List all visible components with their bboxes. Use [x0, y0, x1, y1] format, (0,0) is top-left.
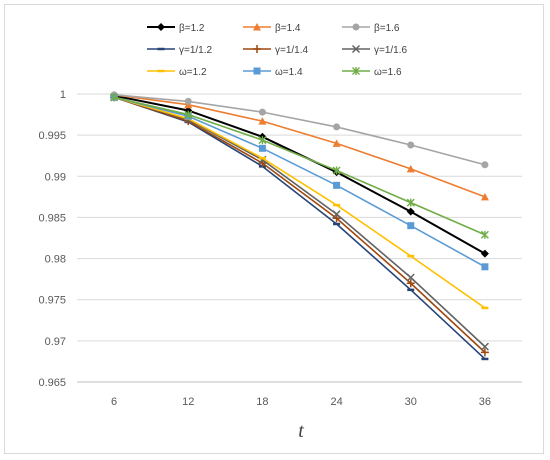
series-4 [110, 96, 489, 361]
chart-frame [4, 4, 544, 454]
legend-entry: γ=1/1.2 [147, 45, 213, 56]
y-tick-label: 0.99 [45, 171, 66, 183]
data-point [253, 45, 261, 53]
grid-lines [77, 93, 522, 383]
legend: β=1.2 β=1.4 β=1.6 γ=1/1.2 γ=1/1.4 γ=1/1.6 ω=1.… [147, 23, 408, 78]
data-point [407, 141, 415, 149]
data-point [332, 166, 341, 175]
series-2 [110, 90, 489, 201]
series-3 [110, 91, 489, 169]
y-tick-label: 0.985 [38, 212, 66, 224]
legend-entry: ω=1.2 [147, 67, 207, 78]
x-axis-label: t [298, 420, 304, 442]
y-tick-label: 0.98 [45, 254, 66, 266]
series-line [113, 94, 486, 198]
legend-entry: ω=1.6 [342, 67, 402, 78]
data-point [332, 139, 341, 147]
legend-label: γ=1/1.4 [275, 45, 309, 56]
y-tick-labels: 0.965 0.97 0.975 0.98 0.985 0.99 0.995 1 [38, 89, 66, 389]
series-line [113, 96, 486, 268]
y-tick-label: 0.97 [45, 336, 66, 348]
data-point [352, 23, 360, 31]
data-point [332, 210, 341, 219]
data-point [258, 144, 266, 152]
data-point [332, 214, 341, 223]
data-point [333, 123, 341, 131]
data-point [406, 164, 415, 173]
y-tick-label: 0.965 [38, 377, 66, 389]
legend-entry: ω=1.4 [243, 67, 303, 78]
legend-entry: γ=1/1.6 [342, 44, 408, 56]
legend-entry: β=1.6 [342, 23, 400, 34]
series-group [110, 90, 489, 361]
series-line [113, 96, 486, 360]
legend-entry: β=1.2 [147, 23, 205, 34]
data-point [184, 110, 193, 119]
data-point [406, 198, 415, 207]
x-tick-label: 24 [330, 396, 342, 408]
data-point [407, 222, 415, 230]
legend-entry: γ=1/1.4 [243, 45, 309, 56]
x-tick-labels: 6 12 18 24 30 36 [111, 396, 491, 408]
data-point [258, 117, 267, 125]
legend-label: ω=1.6 [374, 67, 402, 78]
data-point [480, 348, 489, 357]
x-tick-label: 12 [182, 396, 194, 408]
x-tick-label: 18 [256, 396, 268, 408]
data-point [480, 249, 489, 258]
series-line [113, 96, 486, 236]
y-tick-label: 0.995 [38, 130, 66, 142]
series-line [113, 96, 486, 309]
data-point [110, 93, 119, 102]
x-tick-label: 6 [111, 396, 117, 408]
series-9 [110, 93, 489, 239]
legend-label: ω=1.2 [179, 67, 207, 78]
y-tick-label: 0.975 [38, 295, 66, 307]
legend-entry: β=1.4 [243, 23, 301, 34]
data-point [406, 279, 415, 288]
data-point [258, 108, 266, 116]
data-point [406, 273, 415, 282]
data-point [406, 207, 415, 216]
data-point [481, 263, 489, 271]
series-line [113, 96, 486, 353]
data-point [481, 161, 489, 169]
data-point [333, 181, 341, 189]
legend-label: β=1.4 [275, 23, 301, 34]
data-point [351, 44, 361, 54]
data-point [184, 97, 192, 105]
series-7 [110, 96, 489, 310]
legend-label: β=1.2 [179, 23, 205, 34]
data-point [480, 342, 489, 351]
legend-label: β=1.6 [374, 23, 400, 34]
data-point [480, 192, 489, 201]
legend-label: ω=1.4 [275, 67, 303, 78]
data-point [258, 136, 267, 145]
y-tick-label: 1 [60, 89, 66, 101]
data-point [253, 23, 261, 31]
x-tick-label: 30 [405, 396, 417, 408]
data-point [253, 67, 261, 75]
series-line [114, 94, 486, 166]
series-1 [110, 91, 489, 258]
data-point [352, 67, 360, 75]
x-tick-label: 36 [479, 396, 491, 408]
legend-label: γ=1/1.6 [374, 45, 408, 56]
data-point [480, 230, 489, 239]
legend-label: γ=1/1.2 [179, 45, 213, 56]
data-point [157, 23, 165, 31]
